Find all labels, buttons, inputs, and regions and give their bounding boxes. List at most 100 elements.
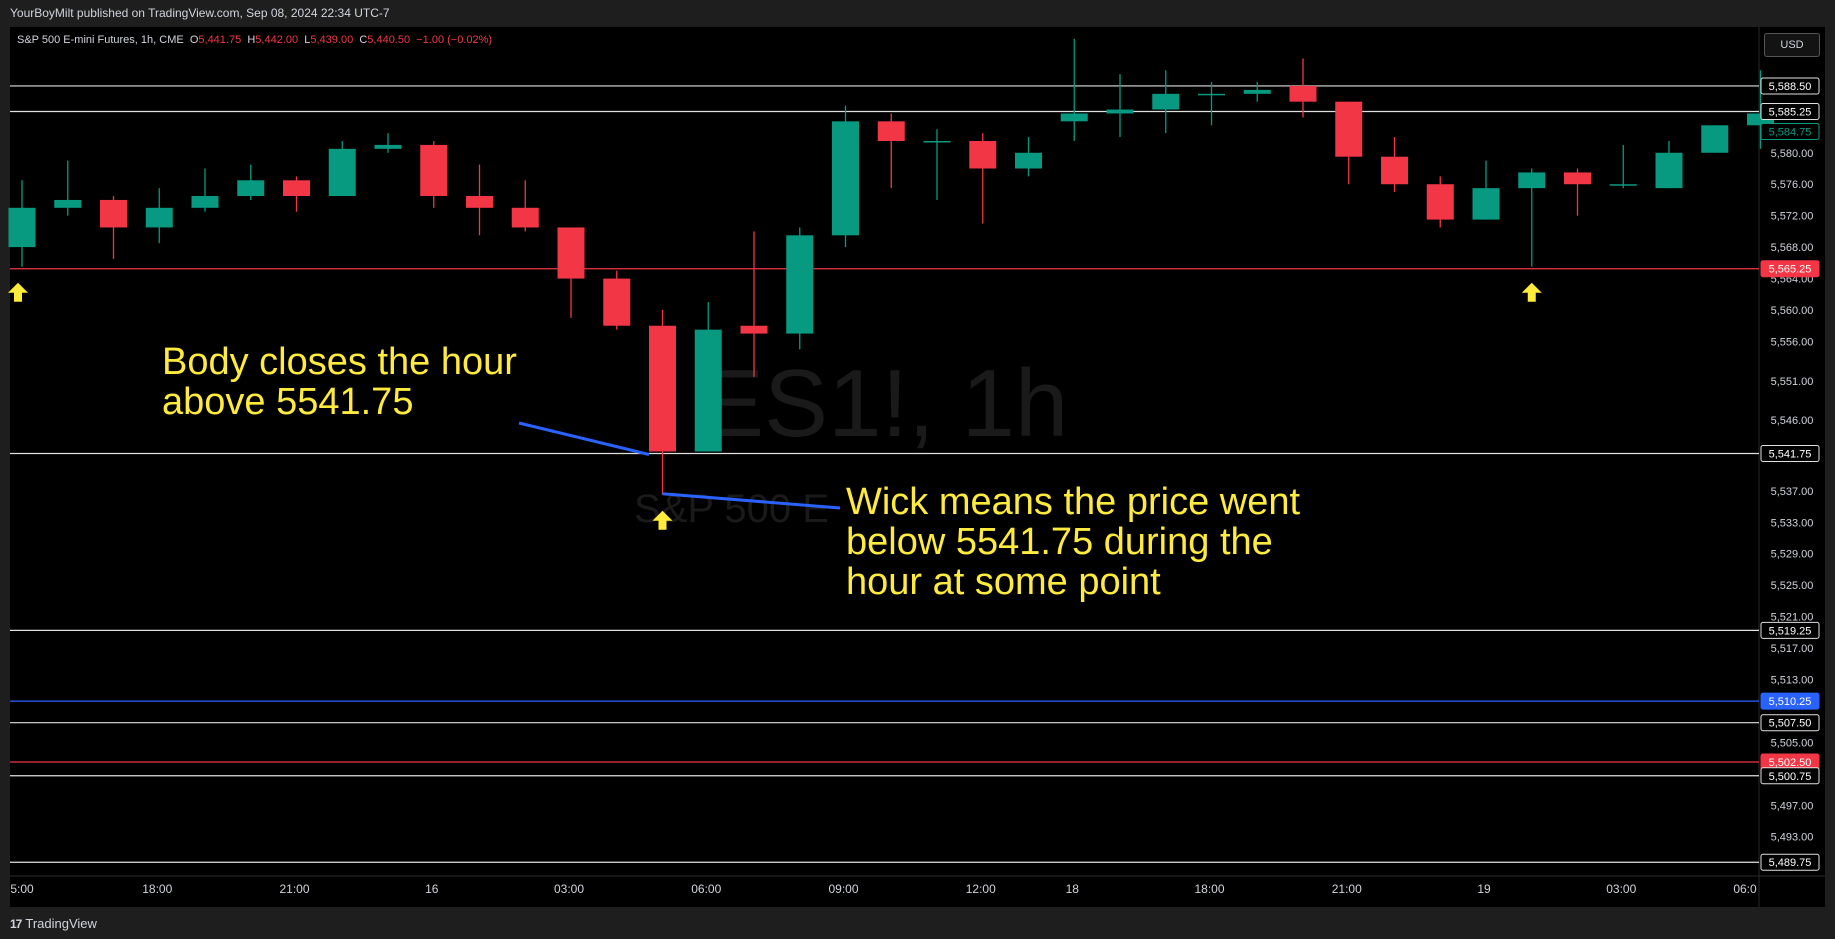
symbol-legend: S&P 500 E-mini Futures, 1h, CME O5,441.7… — [17, 34, 492, 46]
open-label: O — [189, 34, 199, 46]
candle-body — [1655, 152, 1683, 189]
y-tick-label: 5,572.00 — [1771, 211, 1814, 223]
price-level-badge — [1760, 444, 1820, 462]
y-tick-label: 5,537.00 — [1771, 486, 1814, 498]
candle-body — [786, 235, 814, 334]
wick-annotation-line: hour at some point — [846, 561, 1161, 603]
body-pointer-line — [518, 421, 650, 456]
y-tick-label: 5,505.00 — [1771, 737, 1814, 749]
x-tick-label: 03:00 — [1606, 882, 1636, 896]
y-tick-label: 5,568.00 — [1771, 242, 1814, 254]
price-level-badge — [1760, 853, 1820, 871]
x-tick-label: 06:0 — [1733, 882, 1757, 896]
x-tick-label: 09:00 — [828, 882, 858, 896]
candle-body — [100, 199, 127, 228]
candle-body — [1243, 89, 1271, 94]
brand-name: TradingView — [25, 916, 97, 931]
publisher-text: YourBoyMilt published on TradingView.com… — [10, 6, 390, 20]
y-tick-label: 5,576.00 — [1771, 179, 1814, 191]
wick-pointer-line — [662, 492, 841, 510]
price-level-label: 5,541.75 — [1769, 448, 1812, 460]
bottom-bar — [0, 907, 1835, 939]
high-value: 5,442.00 — [255, 34, 299, 46]
price-level-badge — [1760, 260, 1820, 278]
candle-body — [1060, 113, 1088, 122]
candle-body — [237, 180, 265, 197]
y-tick-label: 5,556.00 — [1771, 336, 1814, 348]
x-tick-label: 12:00 — [966, 882, 996, 896]
price-level-badge — [1760, 767, 1820, 785]
body-annotation-line: above 5541.75 — [162, 381, 414, 423]
candle-body — [145, 207, 173, 228]
close-value: 5,440.50 — [367, 34, 411, 46]
x-tick-label: 5:00 — [10, 882, 34, 896]
price-level-badge — [1760, 77, 1820, 95]
y-tick-label: 5,497.00 — [1771, 800, 1814, 812]
candle-body — [1381, 156, 1408, 185]
price-level-label: 5,519.25 — [1769, 625, 1812, 637]
candle-body — [374, 144, 402, 149]
candle-body — [1518, 172, 1546, 189]
change-value: −1.00 (−0.02%) — [416, 34, 493, 46]
wick-annotation-line: below 5541.75 during the — [846, 521, 1273, 563]
candle-body — [420, 144, 448, 197]
price-level-label: 5,507.50 — [1769, 718, 1812, 730]
candle-body — [283, 180, 310, 197]
current-price-badge — [1760, 122, 1820, 140]
y-tick-label: 5,580.00 — [1771, 148, 1814, 160]
tradingview-logo-icon: 17 — [10, 916, 22, 931]
y-tick-label: 5,513.00 — [1771, 674, 1814, 686]
symbol-name: S&P 500 E-mini Futures, 1h, CME — [17, 34, 184, 46]
candle-body — [1198, 93, 1225, 96]
candle-body — [1289, 85, 1317, 102]
candle-body — [1609, 184, 1637, 186]
price-level-label: 5,565.25 — [1769, 264, 1812, 276]
publisher-bar: YourBoyMilt published on TradingView.com… — [0, 0, 1835, 27]
candle-body — [191, 196, 219, 208]
candle-body — [1335, 101, 1363, 157]
y-tick-label: 5,560.00 — [1771, 305, 1814, 317]
price-level-label: 5,500.75 — [1769, 771, 1812, 783]
price-level-label: 5,510.25 — [1769, 696, 1812, 708]
x-tick-label: 18:00 — [1194, 882, 1224, 896]
candle-body — [557, 227, 585, 279]
candle-body — [603, 278, 631, 326]
price-level-label: 5,588.50 — [1769, 81, 1812, 93]
candle-body — [1701, 125, 1729, 153]
x-tick-label: 21:00 — [1332, 882, 1362, 896]
y-tick-label: 5,546.00 — [1771, 415, 1814, 427]
y-tick-label: 5,521.00 — [1771, 612, 1814, 624]
symbol-watermark: ES1!, 1h — [700, 350, 1068, 457]
price-level-label: 5,489.75 — [1769, 857, 1812, 869]
high-label: H — [247, 34, 256, 46]
wick-annotation-line: Wick means the price went — [846, 481, 1301, 523]
currency-button[interactable]: USD — [1764, 33, 1820, 57]
x-tick-label: 21:00 — [279, 882, 309, 896]
candle-body — [511, 207, 539, 228]
tradingview-brand[interactable]: 17 TradingView — [10, 916, 97, 931]
candle-body — [649, 325, 676, 452]
candle-body — [1564, 172, 1591, 185]
open-value: 5,441.75 — [198, 34, 242, 46]
candle-body — [923, 140, 951, 143]
body-annotation-line: Body closes the hour — [162, 341, 517, 383]
price-level-badge — [1760, 103, 1820, 121]
y-tick-label: 5,525.00 — [1771, 580, 1814, 592]
y-tick-label: 5,551.00 — [1771, 376, 1814, 388]
candle-body — [1152, 93, 1180, 110]
candle-body — [1015, 152, 1042, 169]
candle-body — [877, 121, 905, 141]
close-label: C — [359, 34, 368, 46]
price-level-label: 5,585.25 — [1769, 107, 1812, 119]
y-tick-label: 5,493.00 — [1771, 832, 1814, 844]
x-tick-label: 19 — [1477, 882, 1491, 896]
candle-body — [969, 140, 997, 169]
price-level-badge — [1760, 621, 1820, 639]
current-price-label: 5,584.75 — [1769, 126, 1812, 138]
y-tick-label: 5,529.00 — [1771, 549, 1814, 561]
wick-annotation: Wick means the price went below 5541.75 … — [846, 482, 1300, 602]
y-tick-label: 5,533.00 — [1771, 517, 1814, 529]
body-annotation: Body closes the hour above 5541.75 — [162, 342, 517, 422]
up-arrow-icon — [1521, 282, 1542, 302]
